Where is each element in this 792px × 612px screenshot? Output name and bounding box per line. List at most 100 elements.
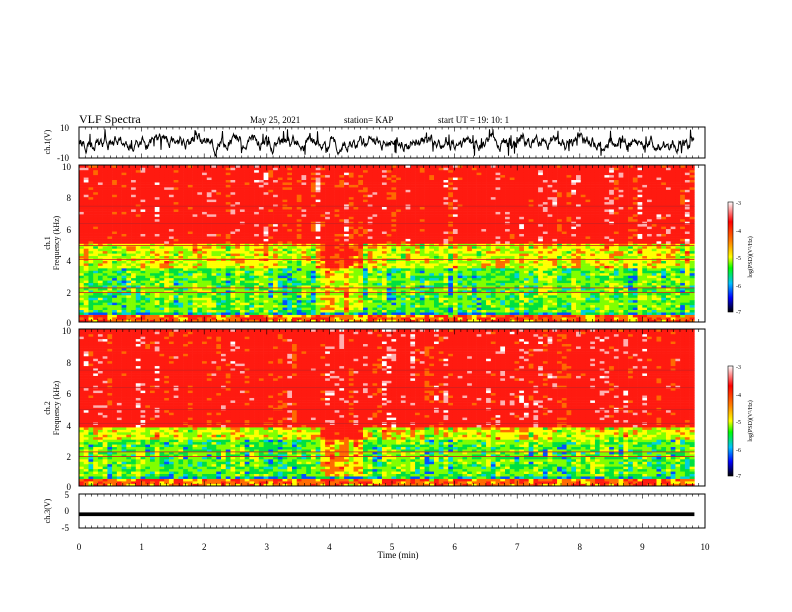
spectrogram-cell <box>315 243 321 247</box>
spectrogram-cell <box>154 277 160 281</box>
spectrogram-cell <box>254 177 260 181</box>
spectrogram-cell <box>358 169 364 173</box>
spectrogram-cell <box>306 250 312 254</box>
spectrogram-cell <box>415 241 421 244</box>
spectrogram-cell <box>301 179 307 183</box>
spectrogram-cell <box>145 304 151 308</box>
spectrogram-cell <box>159 255 165 259</box>
spectrogram-cell <box>287 250 293 254</box>
spectrogram-cell <box>225 275 231 279</box>
spectrogram-cell <box>164 255 170 259</box>
spectrogram-cell <box>183 236 189 239</box>
spectrogram-cell <box>249 182 255 185</box>
spectrogram-cell <box>325 245 331 249</box>
spectrogram-cell <box>348 287 354 291</box>
spectrogram-cell <box>131 260 137 264</box>
spectrogram-cell <box>112 304 118 308</box>
spectrogram-cell <box>381 307 387 311</box>
spectrogram-cell <box>79 272 85 276</box>
spectrogram-cell <box>206 243 212 247</box>
spectrogram-cell <box>363 214 369 217</box>
spectrogram-cell <box>154 317 160 320</box>
spectrogram-cell <box>277 241 283 244</box>
spectrogram-cell <box>400 211 406 215</box>
spectrogram-cell <box>296 319 302 323</box>
spectrogram-cell <box>102 233 108 237</box>
spectrogram-cell <box>168 319 174 323</box>
spectrogram-cell <box>334 287 340 291</box>
spectrogram-cell <box>438 221 444 225</box>
spectrogram-cell <box>173 199 179 203</box>
spectrogram-cell <box>306 309 312 313</box>
spectrogram-cell <box>287 263 293 266</box>
spectrogram-cell <box>121 317 127 320</box>
spectrogram-cell <box>112 250 118 254</box>
spectrogram-cell <box>88 290 94 293</box>
spectrogram-cell <box>372 167 378 171</box>
spectrogram-cell <box>116 191 122 195</box>
spectrogram-cell <box>325 201 331 205</box>
spectrogram-cell <box>315 187 321 190</box>
spectrogram-cell <box>131 292 137 296</box>
spectrogram-cell <box>131 295 137 298</box>
spectrogram-cell <box>164 268 170 271</box>
spectrogram-cell <box>150 172 156 176</box>
spectrogram-cell <box>263 317 269 320</box>
spectrogram-cell <box>306 189 312 193</box>
spectrogram-cell <box>339 211 345 215</box>
spectrogram-cell <box>429 243 435 247</box>
spectrogram-cell <box>159 196 165 200</box>
spectrogram-cell <box>320 189 326 193</box>
spectrogram-cell <box>235 194 241 198</box>
spectrogram-cell <box>334 314 340 318</box>
spectrogram-cell <box>126 243 132 247</box>
spectrogram-cell <box>187 172 193 176</box>
spectrogram-cell <box>93 314 99 318</box>
spectrogram-cell <box>263 187 269 190</box>
spectrogram-cell <box>310 317 316 320</box>
spectrogram-cell <box>282 243 288 247</box>
spectrogram-cell <box>268 275 274 279</box>
spectrogram-cell <box>296 265 302 269</box>
spectrogram-cell <box>301 182 307 185</box>
spectrogram-cell <box>121 177 127 181</box>
spectrogram-cell <box>424 172 430 176</box>
spectrogram-cell <box>83 184 89 188</box>
spectrogram-cell <box>145 194 151 198</box>
spectrogram-cell <box>116 263 122 266</box>
spectrogram-cell <box>268 309 274 313</box>
spectrogram-cell <box>415 248 421 252</box>
spectrogram-cell <box>344 204 350 207</box>
spectrogram-cell <box>325 184 331 188</box>
spectrogram-cell <box>159 265 165 269</box>
spectrogram-cell <box>164 223 170 227</box>
spectrogram-cell <box>107 260 113 264</box>
spectrogram-cell <box>239 248 245 252</box>
spectrogram-cell <box>296 241 302 244</box>
spectrogram-cell <box>268 211 274 215</box>
spectrogram-cell <box>107 243 113 247</box>
spectrogram-cell <box>381 250 387 254</box>
spectrogram-cell <box>159 211 165 215</box>
spectrogram-cell <box>206 187 212 190</box>
spectrogram-cell <box>178 228 184 232</box>
spectrogram-cell <box>83 216 89 220</box>
spectrogram-cell <box>334 199 340 203</box>
spectrogram-cell <box>202 243 208 247</box>
spectrogram-cell <box>225 194 231 198</box>
spectrogram-cell <box>168 182 174 185</box>
spectrogram-cell <box>434 226 440 230</box>
spectrogram-cell <box>381 179 387 183</box>
spectrogram-cell <box>263 218 269 222</box>
spectrogram-cell <box>348 272 354 276</box>
spectrogram-cell <box>93 184 99 188</box>
spectrogram-cell <box>258 260 264 264</box>
spectrogram-cell <box>244 201 250 205</box>
spectrogram-cell <box>363 272 369 276</box>
spectrogram-cell <box>363 263 369 266</box>
spectrogram-cell <box>377 299 383 303</box>
spectrogram-cell <box>239 167 245 171</box>
spectrogram-cell <box>97 290 103 293</box>
spectrogram-cell <box>277 218 283 222</box>
spectrogram-cell <box>287 231 293 234</box>
